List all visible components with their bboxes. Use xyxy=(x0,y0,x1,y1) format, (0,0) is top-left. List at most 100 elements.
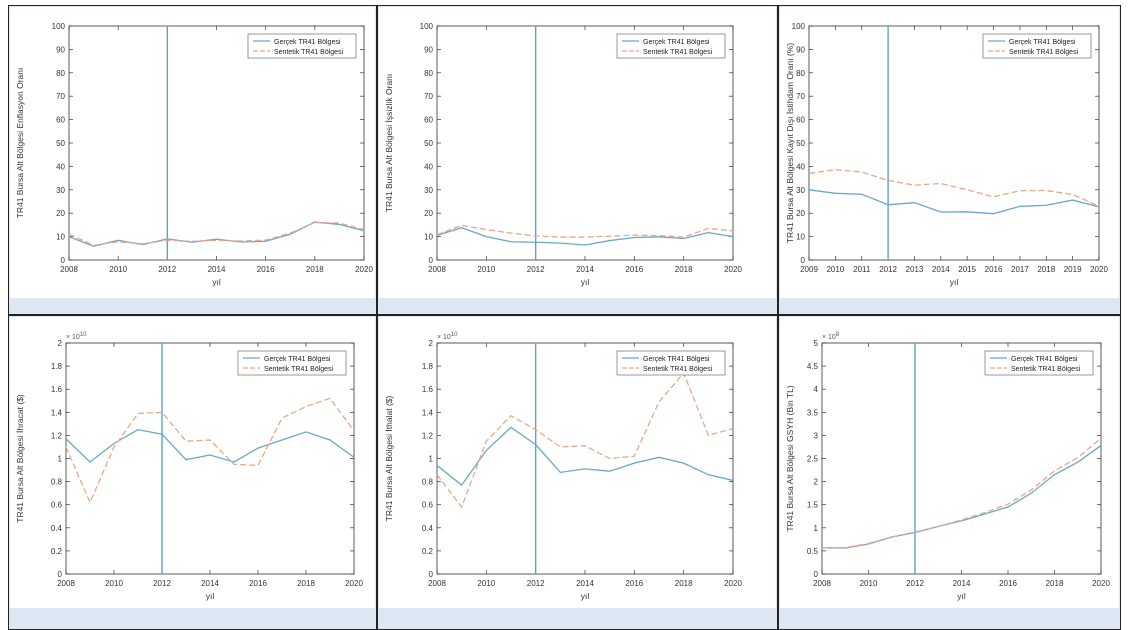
chart-5-series-synthetic xyxy=(822,437,1102,549)
chart-2-xtick-label: 2017 xyxy=(1011,265,1029,274)
chart-1-ytick-label: 30 xyxy=(424,186,433,195)
chart-0-xtick-label: 2020 xyxy=(355,265,373,274)
chart-0-xtick-label: 2010 xyxy=(109,265,127,274)
chart-4-ytick-label: 1.2 xyxy=(422,431,434,440)
chart-3-ytick-label: 2 xyxy=(58,339,63,348)
chart-0-ytick-label: 80 xyxy=(56,69,65,78)
chart-4-legend: Gerçek TR41 Bölgesi Sentetik TR41 Bölgesi xyxy=(616,350,726,376)
chart-2-xlabel: yıl xyxy=(950,277,959,287)
chart-3-xtick-label: 2018 xyxy=(297,579,315,588)
chart-0-ytick-label: 60 xyxy=(56,116,65,125)
chart-2-legend-box xyxy=(982,33,1092,59)
chart-5-ytick-label: 3.5 xyxy=(807,408,819,417)
chart-3-xtick-label: 2016 xyxy=(249,579,267,588)
chart-2-series-synthetic xyxy=(808,169,1100,207)
chart-4-legend-label-synthetic: Sentetik TR41 Bölgesi xyxy=(643,366,713,373)
chart-0-ytick-label: 0 xyxy=(61,256,66,265)
chart-5-exponent-label: × 108 xyxy=(822,332,840,341)
chart-2-ytick-label: 100 xyxy=(792,22,806,31)
chart-3-legend-box xyxy=(237,350,347,376)
chart-3-series-synthetic xyxy=(65,397,355,505)
chart-5-xtick-label: 2010 xyxy=(860,579,878,588)
chart-1-xtick-label: 2008 xyxy=(428,265,446,274)
chart-4-ytick-label: 0.4 xyxy=(422,524,434,533)
chart-3-xtick-label: 2010 xyxy=(105,579,123,588)
chart-0-ytick-label: 40 xyxy=(56,162,65,171)
chart-4-xtick-label: 2010 xyxy=(477,579,495,588)
chart-2-series-real xyxy=(808,189,1100,215)
chart-2-ytick-label: 10 xyxy=(796,233,805,242)
chart-1-ytick-label: 50 xyxy=(424,139,433,148)
chart-3-xtick-label: 2020 xyxy=(345,579,363,588)
chart-3-legend: Gerçek TR41 Bölgesi Sentetik TR41 Bölgesi xyxy=(237,350,347,376)
chart-4-xtick-label: 2008 xyxy=(428,579,446,588)
chart-5-axes-box xyxy=(821,342,1102,575)
chart-5-ylabel: TR41 Bursa Alt Bölgesi GSYH (Bin TL) xyxy=(785,385,795,531)
chart-2-ytick-label: 50 xyxy=(796,139,805,148)
chart-1-xtick-label: 2016 xyxy=(625,265,643,274)
chart-5-ytick-label: 2 xyxy=(814,478,819,487)
chart-4-exponent-label: × 1010 xyxy=(437,332,458,341)
chart-3-exponent-power: 10 xyxy=(80,332,87,338)
chart-3-xtick-label: 2008 xyxy=(57,579,75,588)
chart-1-ytick-label: 0 xyxy=(429,256,434,265)
chart-1-ytick-label: 70 xyxy=(424,92,433,101)
chart-3-ytick-label: 0.4 xyxy=(51,524,63,533)
chart-2-axes-box xyxy=(808,25,1100,261)
chart-2-ytick-label: 30 xyxy=(796,186,805,195)
chart-3-legend-label-real: Gerçek TR41 Bölgesi xyxy=(264,356,331,363)
chart-2-ylabel: TR41 Bursa Alt Bölgesi Kayıt Dışı İstihd… xyxy=(785,43,795,243)
chart-4-xtick-label: 2012 xyxy=(527,579,545,588)
chart-4-xtick-label: 2014 xyxy=(576,579,594,588)
chart-4-xtick-label: 2016 xyxy=(625,579,643,588)
chart-0-series-synthetic xyxy=(68,221,365,246)
chart-4-ytick-label: 2 xyxy=(429,339,434,348)
chart-imports: 0 0.2 0.4 0.6 0.8 1 1.2 1.4 1.6 1.8 2 2008 2010 2012 2… xyxy=(384,332,742,601)
chart-0-legend-box xyxy=(247,33,357,59)
chart-cell-imports: 0 0.2 0.4 0.6 0.8 1 1.2 1.4 1.6 1.8 2 2008 2010 2012 2… xyxy=(377,315,778,630)
chart-0-xtick-label: 2014 xyxy=(208,265,226,274)
chart-1-ytick-label: 40 xyxy=(424,162,433,171)
chart-3-legend-label-synthetic: Sentetik TR41 Bölgesi xyxy=(264,366,334,373)
chart-0-legend-label-synthetic: Sentetik TR41 Bölgesi xyxy=(274,49,344,56)
chart-3-ytick-label: 0.2 xyxy=(51,547,63,556)
chart-3-series-real xyxy=(65,428,355,463)
chart-3-ytick-label: 1.2 xyxy=(51,431,63,440)
chart-5-legend-label-synthetic: Sentetik TR41 Bölgesi xyxy=(1011,366,1081,373)
chart-2-xtick-label: 2020 xyxy=(1090,265,1108,274)
chart-2-ytick-label: 80 xyxy=(796,69,805,78)
chart-5-legend-box xyxy=(984,350,1094,376)
chart-1-axes-box xyxy=(436,25,734,261)
chart-0-legend-label-real: Gerçek TR41 Bölgesi xyxy=(274,39,341,46)
chart-0-xtick-label: 2008 xyxy=(60,265,78,274)
chart-1-legend: Gerçek TR41 Bölgesi Sentetik TR41 Bölgesi xyxy=(616,33,726,59)
chart-5-xtick-label: 2018 xyxy=(1046,579,1064,588)
chart-cell-exports: 0 0.2 0.4 0.6 0.8 1 1.2 1.4 1.6 1.8 2 2008 2010 2012 2… xyxy=(8,315,377,630)
chart-2-legend-label-real: Gerçek TR41 Bölgesi xyxy=(1009,39,1076,46)
chart-1-ytick-label: 60 xyxy=(424,116,433,125)
chart-1-ytick-label: 10 xyxy=(424,233,433,242)
chart-0-axes-box xyxy=(68,25,365,261)
chart-4-xtick-label: 2020 xyxy=(724,579,742,588)
chart-4-xtick-label: 2018 xyxy=(675,579,693,588)
chart-1-legend-box xyxy=(616,33,726,59)
chart-3-ytick-label: 0.6 xyxy=(51,501,63,510)
chart-5-ytick-label: 1 xyxy=(814,524,819,533)
chart-0-ylabel: TR41 Bursa Alt Bölgesi Enflasyon Oranı xyxy=(15,68,25,219)
chart-0-ytick-label: 20 xyxy=(56,209,65,218)
chart-informal-employment: 0 10 20 30 40 50 60 70 80 90 100 2009 2010 2011 2012 20… xyxy=(785,22,1108,287)
chart-1-ytick-label: 80 xyxy=(424,69,433,78)
chart-1-xtick-label: 2018 xyxy=(675,265,693,274)
chart-1-ylabel: TR41 Bursa Alt Bölgesi İşsizlik Oranı xyxy=(384,74,394,212)
chart-4-ytick-label: 0.2 xyxy=(422,547,434,556)
chart-5-xtick-label: 2014 xyxy=(953,579,971,588)
chart-0-ytick-label: 90 xyxy=(56,45,65,54)
chart-0-ytick-label: 70 xyxy=(56,92,65,101)
chart-4-legend-label-real: Gerçek TR41 Bölgesi xyxy=(643,356,710,363)
chart-2-ytick-label: 70 xyxy=(796,92,805,101)
chart-5-legend-label-real: Gerçek TR41 Bölgesi xyxy=(1011,356,1078,363)
chart-5-exponent-power: 8 xyxy=(836,332,840,338)
chart-3-ytick-label: 1.6 xyxy=(51,385,63,394)
chart-1-ytick-label: 90 xyxy=(424,45,433,54)
